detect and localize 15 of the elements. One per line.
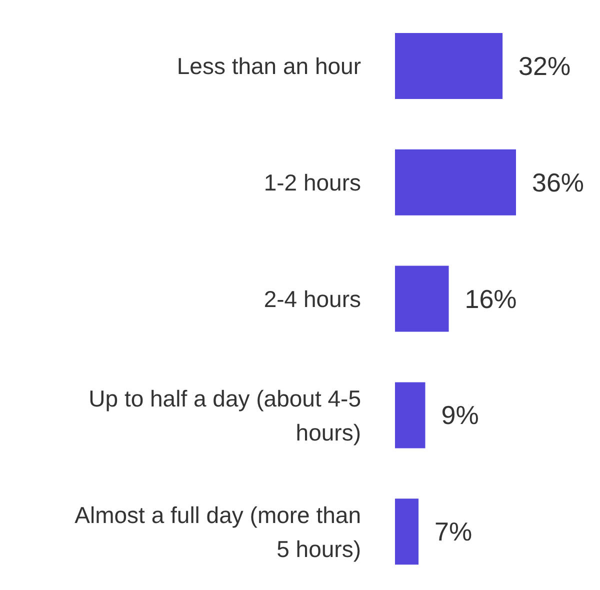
bar — [395, 498, 419, 565]
data-label: 36% — [532, 167, 584, 198]
y-tick-label: 2-4 hours — [264, 286, 361, 312]
y-tick-label: 1-2 hours — [264, 170, 361, 196]
data-label: 16% — [464, 284, 517, 314]
y-tick-label: Less than an hour — [176, 53, 362, 80]
bar — [395, 33, 503, 99]
bar — [395, 149, 516, 216]
data-label: 32% — [518, 51, 571, 81]
y-tick-label: Almost a full day (more than 5 hours) — [74, 502, 361, 562]
data-label: 7% — [434, 516, 472, 547]
bar — [395, 382, 426, 448]
bar — [395, 266, 449, 332]
y-tick-label: Up to half a day (about 4-5 hours) — [88, 385, 361, 446]
data-label: 9% — [441, 400, 479, 430]
